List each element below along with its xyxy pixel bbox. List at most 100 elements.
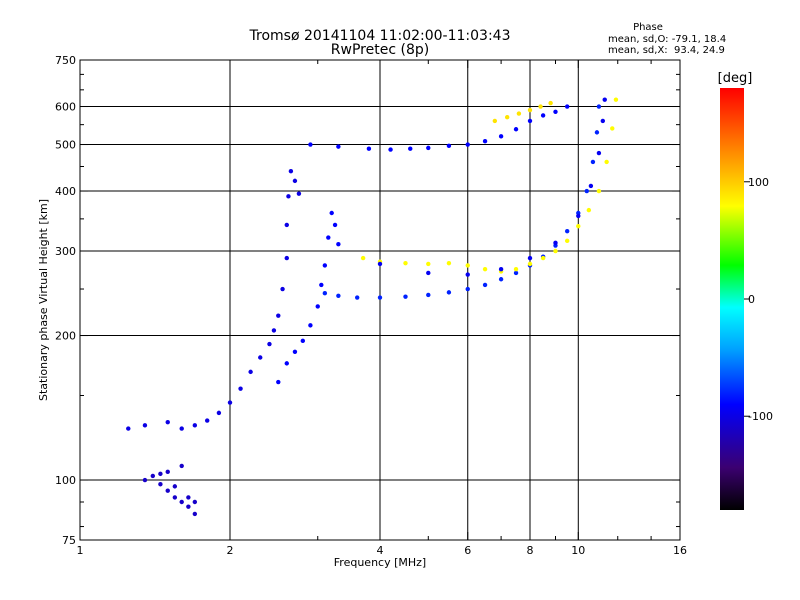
data-point <box>548 100 553 106</box>
data-point <box>553 248 558 254</box>
data-point <box>596 104 602 109</box>
data-point <box>267 341 272 347</box>
data-point <box>258 355 263 360</box>
x-tick-label: 1 <box>77 544 84 557</box>
x-axis-ticks: 1 2 4 6 8 10 16 <box>77 60 687 557</box>
data-point <box>192 499 198 505</box>
data-point <box>426 292 431 298</box>
data-point <box>288 168 294 174</box>
colorbar-label: [deg] <box>718 71 753 86</box>
data-point <box>186 504 191 509</box>
data-point <box>336 144 341 149</box>
x-tick-label: 16 <box>673 544 687 557</box>
data-point <box>600 118 606 124</box>
data-point <box>465 286 470 292</box>
y-tick-label: 100 <box>55 474 76 487</box>
x-tick-label: 6 <box>464 544 471 557</box>
data-point <box>322 263 328 268</box>
data-point <box>377 295 383 300</box>
data-point <box>326 235 331 240</box>
data-point <box>596 150 602 156</box>
phase-info-title: Phase <box>633 22 663 33</box>
data-point <box>150 473 156 479</box>
data-point <box>284 222 289 228</box>
phase-info-x-line: mean, sd,X: 93.4, 24.9 <box>608 45 725 56</box>
data-point <box>192 511 198 517</box>
data-point <box>527 107 533 113</box>
data-points <box>126 97 619 517</box>
y-tick-label: 500 <box>55 139 76 152</box>
data-point <box>296 191 302 196</box>
data-point <box>564 228 570 234</box>
data-point <box>590 159 596 165</box>
data-point <box>179 426 184 431</box>
data-point <box>584 188 589 194</box>
data-point <box>276 379 281 385</box>
data-point <box>596 188 602 194</box>
data-point <box>238 386 243 391</box>
data-point <box>588 183 594 189</box>
data-point <box>366 146 372 151</box>
data-point <box>540 113 546 118</box>
x-tick-label: 10 <box>571 544 585 557</box>
data-point <box>504 115 510 120</box>
data-point <box>216 410 222 416</box>
data-point <box>492 118 498 124</box>
chart-title: Tromsø 20141104 11:02:00-11:03:43 <box>249 28 511 44</box>
data-point <box>165 419 170 425</box>
data-point <box>388 147 393 152</box>
data-point <box>498 277 504 282</box>
colorbar-gradient <box>720 88 744 510</box>
data-point <box>284 255 289 261</box>
data-point <box>204 418 210 423</box>
data-point <box>336 293 341 298</box>
data-point <box>513 270 519 276</box>
data-point <box>179 463 184 469</box>
data-point <box>322 291 328 296</box>
y-tick-label: 600 <box>55 101 76 114</box>
data-point <box>446 290 452 295</box>
data-point <box>403 294 408 299</box>
data-point <box>248 369 253 375</box>
x-tick-label: 8 <box>527 544 534 557</box>
data-point <box>319 282 324 288</box>
data-point <box>172 495 178 500</box>
data-point <box>284 361 289 366</box>
data-point <box>446 143 452 148</box>
gridlines <box>80 60 680 540</box>
data-point <box>516 111 522 116</box>
data-point <box>300 338 306 344</box>
data-point <box>271 328 277 333</box>
data-point <box>165 469 170 475</box>
data-point <box>576 213 581 219</box>
data-point <box>465 272 470 277</box>
data-point <box>465 263 470 268</box>
data-point <box>158 471 163 477</box>
phase-info: Phase mean, sd,O: -79.1, 18.4 mean, sd,X… <box>608 22 726 56</box>
data-point <box>408 146 413 151</box>
data-point <box>498 134 504 139</box>
data-point <box>292 178 298 184</box>
data-point <box>142 477 148 483</box>
data-point <box>610 126 615 131</box>
data-point <box>602 97 607 102</box>
y-axis-label: Stationary phase Virtual Height [km] <box>37 199 50 401</box>
colorbar: [deg] 100 0 -100 <box>718 71 773 510</box>
data-point <box>192 423 198 428</box>
data-point <box>613 97 619 102</box>
y-tick-label: 300 <box>55 245 76 258</box>
data-point <box>126 426 131 431</box>
y-tick-label: 400 <box>55 185 76 198</box>
data-point <box>594 130 600 135</box>
chart-subtitle: RwPretec (8p) <box>331 42 429 58</box>
data-point <box>604 159 609 165</box>
data-point <box>513 127 519 132</box>
data-point <box>538 104 543 109</box>
colorbar-tick-label: 100 <box>748 176 769 189</box>
colorbar-tick-label: 0 <box>748 293 755 306</box>
y-tick-label: 75 <box>62 534 76 547</box>
data-point <box>553 109 558 114</box>
phase-info-o-line: mean, sd,O: -79.1, 18.4 <box>608 34 726 45</box>
data-point <box>513 266 519 272</box>
